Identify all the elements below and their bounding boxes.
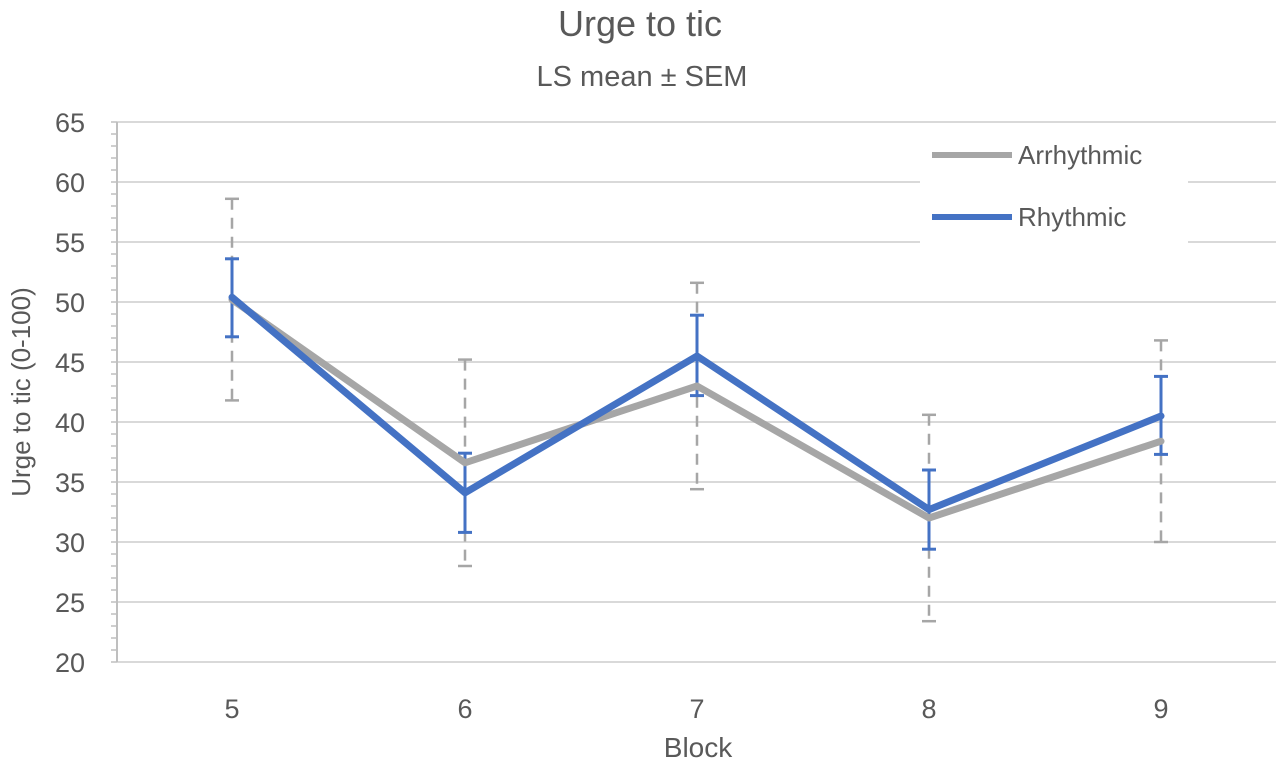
y-tick-label: 30 xyxy=(55,528,85,558)
legend-label-rhythmic: Rhythmic xyxy=(1018,202,1126,232)
legend-label-arrhythmic: Arrhythmic xyxy=(1018,140,1142,170)
x-tick-label: 9 xyxy=(1153,694,1168,724)
y-tick-label: 25 xyxy=(55,588,85,618)
x-tick-label: 5 xyxy=(224,694,239,724)
x-tick-label: 6 xyxy=(457,694,472,724)
y-tick-label: 65 xyxy=(55,108,85,138)
series-line-rhythmic xyxy=(228,293,1165,514)
x-axis-label: Block xyxy=(664,732,733,763)
y-tick-label: 45 xyxy=(55,348,85,378)
legend-background xyxy=(920,128,1188,246)
y-tick-label: 60 xyxy=(55,168,85,198)
legend: Arrhythmic Rhythmic xyxy=(920,128,1188,246)
series-lines xyxy=(228,293,1165,522)
y-tick-label: 40 xyxy=(55,408,85,438)
axes: 20 25 30 35 40 45 50 55 60 65 5 6 7 8 9 xyxy=(55,108,1276,724)
chart-title: Urge to tic xyxy=(558,3,722,44)
y-tick-label: 55 xyxy=(55,228,85,258)
y-axis-label: Urge to tic (0-100) xyxy=(6,287,36,497)
chart-subtitle: LS mean ± SEM xyxy=(537,61,748,93)
x-tick-label: 8 xyxy=(921,694,936,724)
y-tick-label: 35 xyxy=(55,468,85,498)
series-line-arrhythmic xyxy=(228,296,1165,522)
y-tick-label: 20 xyxy=(55,648,85,678)
x-tick-label: 7 xyxy=(689,694,704,724)
y-tick-label: 50 xyxy=(55,288,85,318)
